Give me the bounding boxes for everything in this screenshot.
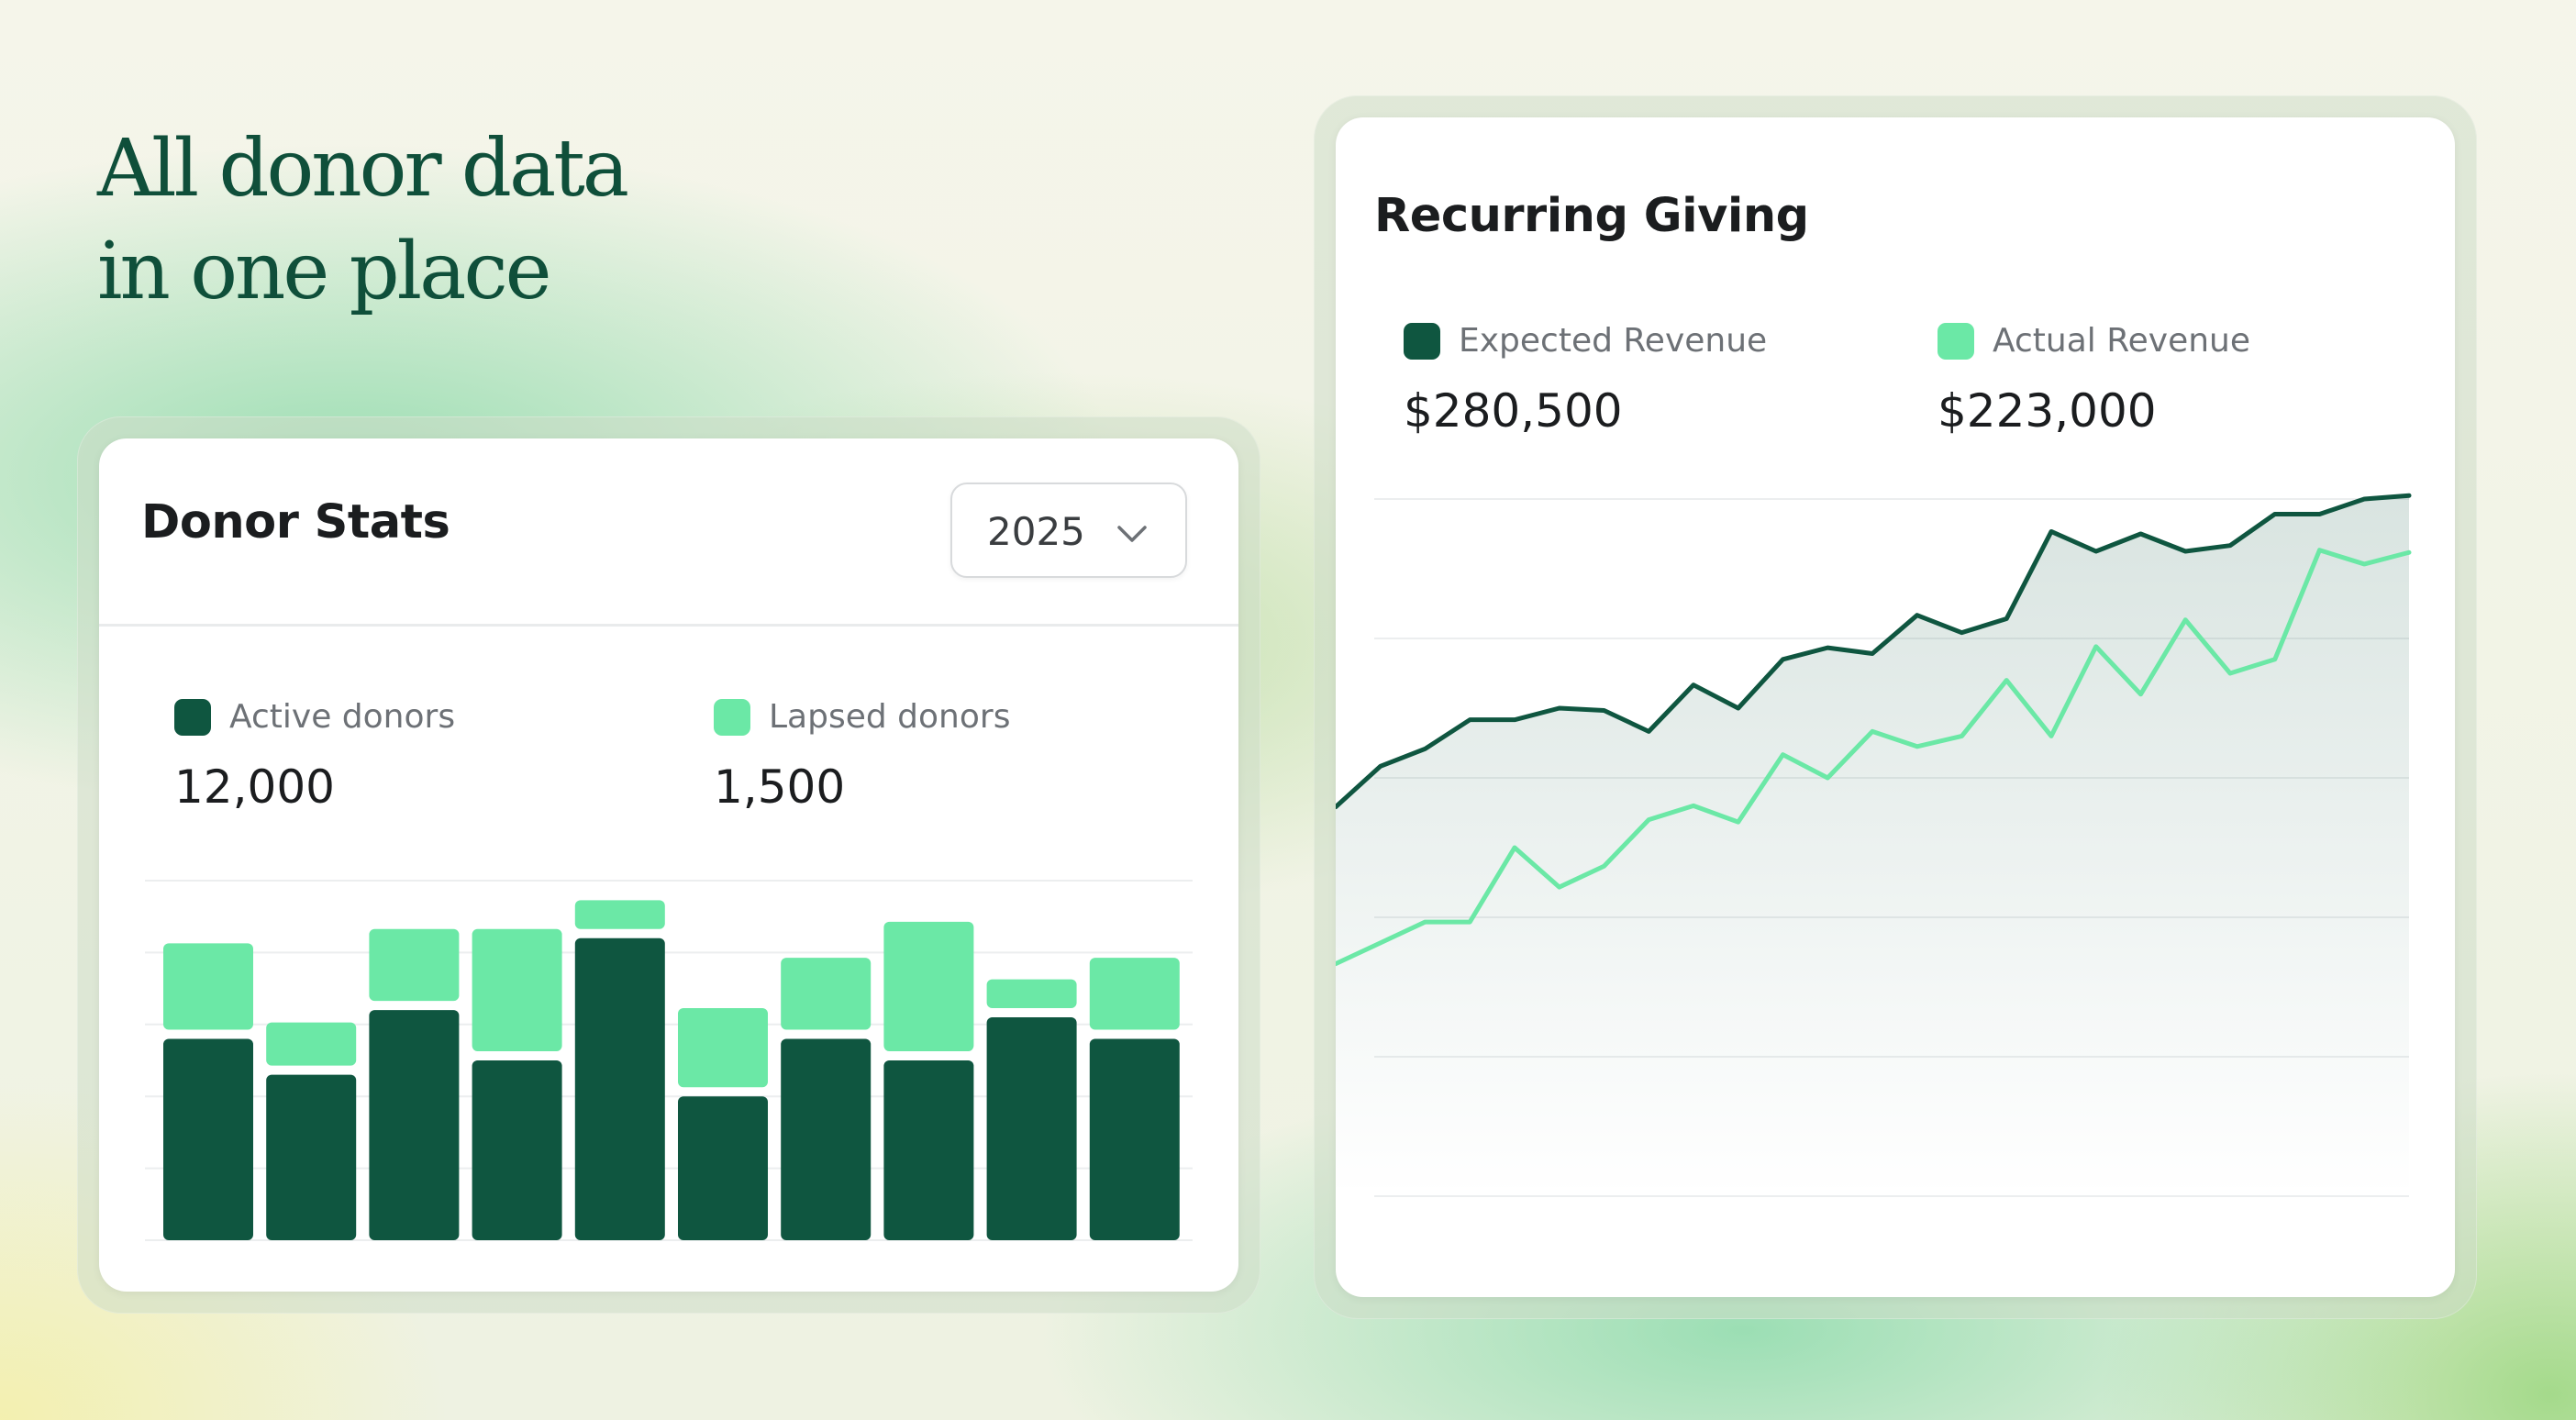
donor-stats-card: Donor Stats 2025 Active donors 12,000 La… [99,438,1238,1292]
headline: All donor data in one place [97,117,629,323]
area-fill-expected-revenue [1336,495,2409,1196]
bar-active-donors [472,1060,562,1240]
bar-lapsed-donors [163,943,253,1030]
recurring-giving-card: Recurring Giving Expected Revenue $280,5… [1336,117,2455,1297]
line-expected-revenue [1336,493,2412,810]
card-title: Recurring Giving [1374,189,1809,243]
bar-active-donors [781,1038,872,1240]
bar-active-donors [1089,1038,1180,1240]
bar-active-donors [883,1060,974,1240]
year-select[interactable]: 2025 [950,483,1187,578]
bar-active-donors [369,1010,460,1240]
headline-line-2: in one place [97,226,552,317]
legend-value: $223,000 [1938,384,2157,438]
legend-swatch [174,699,211,736]
bar-active-donors [986,1016,1077,1240]
line-actual-revenue [1336,548,2412,967]
legend-label: Lapsed donors [769,698,1011,736]
bar-active-donors [574,937,665,1240]
card-header-divider [99,624,1238,627]
bar-lapsed-donors [574,900,665,929]
bar-active-donors [266,1074,357,1240]
donor-stats-card-frame: Donor Stats 2025 Active donors 12,000 La… [77,416,1260,1314]
bar-lapsed-donors [986,979,1077,1008]
bar-lapsed-donors [781,958,872,1030]
headline-line-1: All donor data [97,123,629,215]
donor-bar-chart [145,880,1193,1241]
bar-lapsed-donors [266,1022,357,1066]
recurring-giving-card-frame: Recurring Giving Expected Revenue $280,5… [1314,95,2477,1319]
legend-label: Active donors [229,698,456,736]
card-title: Donor Stats [141,495,450,549]
legend-label: Expected Revenue [1459,322,1768,360]
legend-value: 1,500 [714,760,846,814]
legend-swatch [1938,323,1974,360]
bar-lapsed-donors [472,928,562,1051]
bar-lapsed-donors [883,921,974,1051]
bar-lapsed-donors [369,928,460,1002]
bar-lapsed-donors [678,1007,768,1088]
legend-swatch [714,699,750,736]
bar-active-donors [163,1038,253,1240]
revenue-line-chart [1336,493,2412,1197]
legend-value: $280,500 [1404,384,1623,438]
bar-active-donors [678,1096,768,1240]
legend-label: Actual Revenue [1993,322,2251,360]
chevron-down-icon [1117,526,1147,542]
bar-lapsed-donors [1089,958,1180,1030]
legend-value: 12,000 [174,760,335,814]
year-select-value: 2025 [987,509,1085,554]
legend-swatch [1404,323,1440,360]
